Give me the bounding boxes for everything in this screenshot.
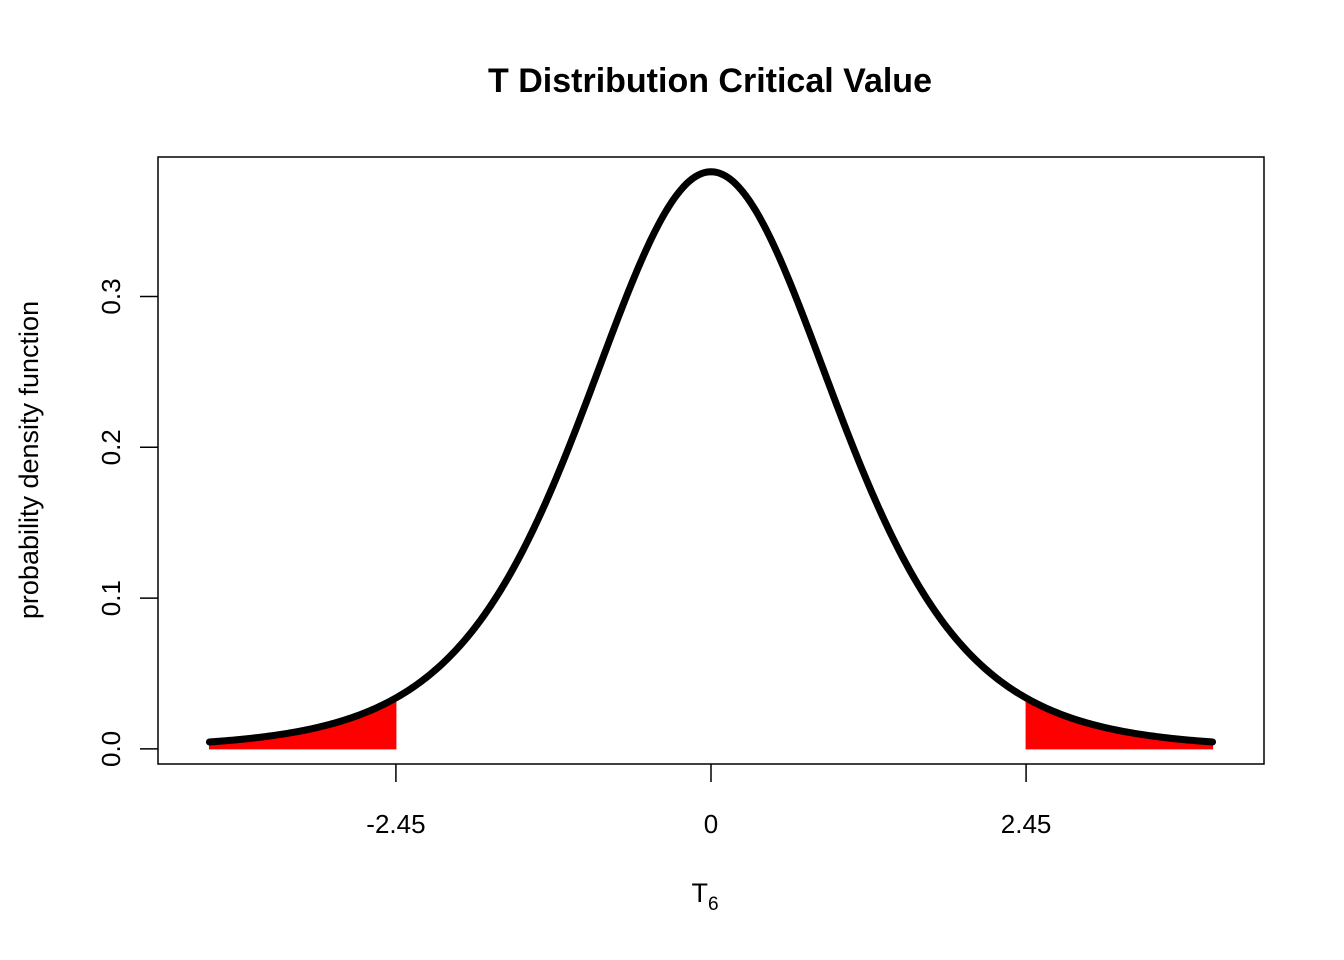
x-tick-label: 0 [704,809,718,839]
density-curve [205,168,1217,746]
y-axis: 0.0 0.1 0.2 0.3 [96,278,158,767]
y-tick-label: 0.2 [96,429,126,465]
x-axis-label: T6 [691,878,718,915]
y-tick-label: 0.3 [96,278,126,314]
y-tick-label: 0.1 [96,580,126,616]
shaded-tail-regions [208,697,1214,750]
chart-title: T Distribution Critical Value [488,62,932,100]
y-axis-label: probability density function [14,301,44,619]
x-tick-label: 2.45 [1001,809,1052,839]
x-tick-label: -2.45 [366,809,425,839]
x-axis: -2.45 0 2.45 [366,764,1051,839]
y-tick-label: 0.0 [96,731,126,767]
plot-frame [157,156,1265,765]
